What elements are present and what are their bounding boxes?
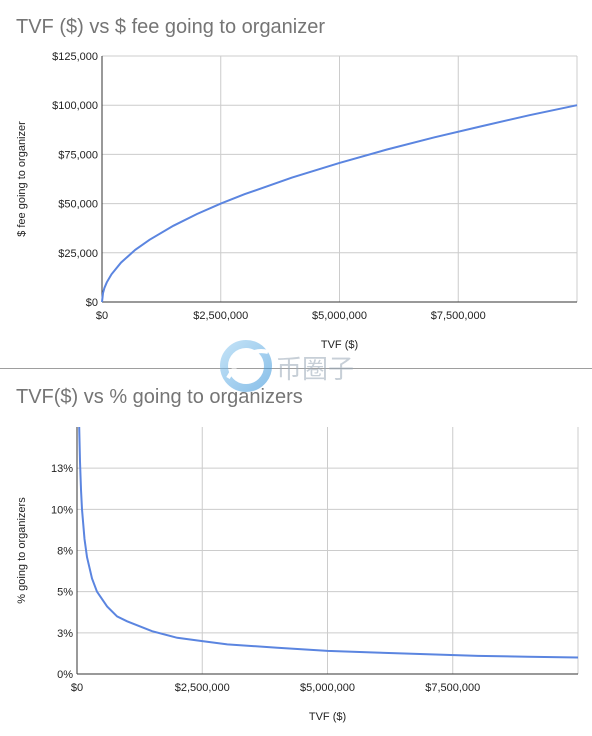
y-axis-title: $ fee going to organizer — [16, 121, 28, 237]
fee-chart-svg: $0 $25,000 $50,000 $75,000 $100,000 $125,000 $… — [16, 51, 578, 351]
y-tick-label: $125,000 — [52, 51, 98, 63]
x-tick-label: $5,000,000 — [312, 310, 367, 322]
chart-title: TVF ($) vs $ fee going to organizer — [16, 16, 326, 38]
x-tick-label: $5,000,000 — [300, 682, 355, 694]
x-tick-label: $7,500,000 — [425, 682, 480, 694]
y-tick-label: 10% — [51, 504, 73, 516]
percent-chart-svg: 0% 3% 5% 8% 10% 13% $0 $2,500,000 $5,000,000 $7,5… — [16, 426, 579, 723]
x-axis-title: TVF ($) — [309, 711, 346, 723]
y-tick-label: 8% — [57, 546, 73, 558]
y-tick-label: 0% — [57, 669, 73, 681]
y-tick-label: 5% — [57, 587, 73, 599]
x-tick-label: $0 — [96, 310, 108, 322]
x-tick-label: $2,500,000 — [193, 310, 248, 322]
chart-panel-fee: TVF ($) vs $ fee going to organizer $0 $2… — [16, 16, 578, 351]
x-axis-title: TVF ($) — [321, 339, 358, 351]
y-axis-title: % going to organizers — [16, 497, 28, 604]
series-line — [101, 104, 578, 303]
x-tick-label: $7,500,000 — [431, 310, 486, 322]
y-tick-label: $100,000 — [52, 100, 98, 112]
x-tick-label: $0 — [71, 682, 83, 694]
y-tick-label: $0 — [86, 297, 98, 309]
chart-panel-percent: TVF($) vs % going to organizers 0% 3% 5% 8%… — [0, 369, 592, 736]
y-tick-label: 3% — [57, 628, 73, 640]
y-tick-label: $75,000 — [58, 149, 98, 161]
series-line — [78, 426, 579, 659]
x-tick-label: $2,500,000 — [175, 682, 230, 694]
y-tick-label: $25,000 — [58, 248, 98, 260]
y-tick-label: $50,000 — [58, 199, 98, 211]
chart-divider — [0, 368, 592, 369]
y-tick-label: 13% — [51, 463, 73, 475]
